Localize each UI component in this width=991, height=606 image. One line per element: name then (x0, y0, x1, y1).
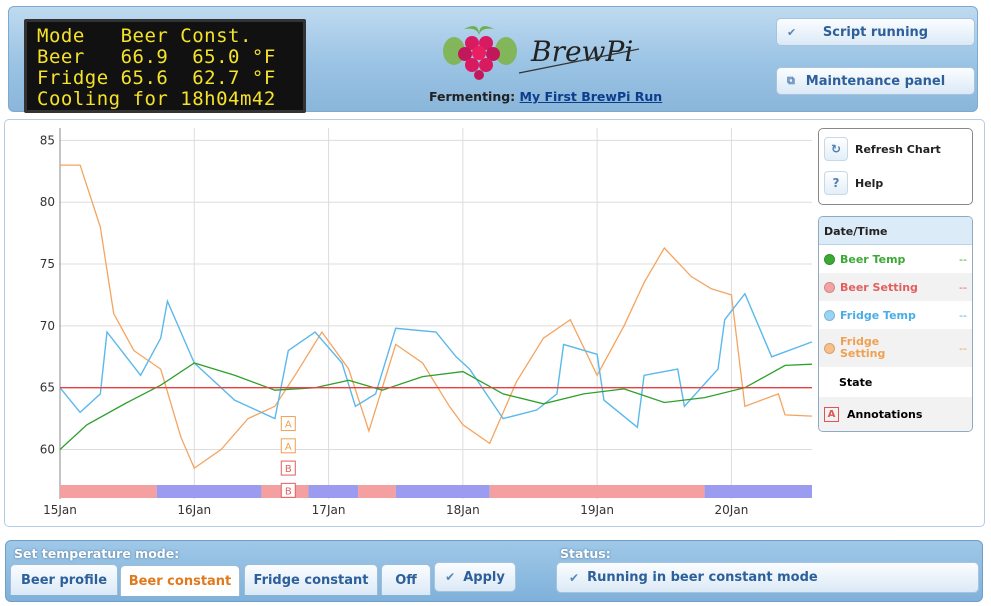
status-label: Status: (560, 546, 611, 561)
control-bar: Set temperature mode: Status: Beer profi… (5, 540, 983, 602)
annotation-marker (280, 438, 296, 454)
mode-label: Set temperature mode: (14, 546, 180, 561)
x-tick-label: 19Jan (580, 503, 614, 517)
annotation-label: B (285, 464, 292, 475)
legend-item-state[interactable]: State (839, 375, 873, 389)
annotation-label: B (285, 486, 292, 497)
script-status-button[interactable]: ✔ Script running (776, 18, 975, 46)
tab-off[interactable]: Off (381, 564, 431, 595)
y-tick-label: 85 (40, 133, 55, 147)
refresh-icon: ↻ (824, 137, 848, 161)
chart-legend: Date/Time Beer Temp -- Beer Setting -- F… (818, 216, 973, 432)
y-tick-label: 80 (40, 195, 55, 209)
lcd-line-4: Cooling for 18h04m42 (37, 88, 276, 110)
status-text: Running in beer constant mode (587, 570, 818, 585)
script-status-label: Script running (822, 24, 929, 40)
refresh-label: Refresh Chart (855, 142, 941, 156)
state-band-segment (395, 485, 490, 498)
legend-item-beer-temp[interactable]: Beer Temp -- (819, 246, 972, 273)
legend-item-fridge-setting[interactable]: Fridge Setting -- (819, 329, 972, 367)
state-band-segment (308, 485, 359, 498)
state-band-segment (156, 485, 262, 498)
x-tick-label: 17Jan (312, 503, 346, 517)
annotation-marker (280, 416, 296, 432)
legend-item-fridge-temp[interactable]: Fridge Temp -- (819, 301, 972, 329)
logo-text: BrewPi (530, 35, 633, 68)
legend-item-beer-setting[interactable]: Beer Setting -- (819, 273, 972, 301)
legend-item-annotations[interactable]: A Annotations (819, 397, 972, 431)
annotation-marker (280, 460, 296, 476)
x-tick-label: 16Jan (177, 503, 211, 517)
x-tick-label: 18Jan (446, 503, 480, 517)
lcd-line-2: Beer 66.9 65.0 °F (37, 46, 276, 68)
legend-datetime: Date/Time (819, 217, 972, 245)
beer-setting-dot-icon (824, 281, 835, 293)
check-icon: ✔ (787, 25, 797, 39)
check-icon: ✔ (445, 570, 456, 584)
lcd-display: Mode Beer Const. Beer 66.9 65.0 °F Fridg… (24, 19, 306, 113)
fermenting-line: Fermenting: My First BrewPi Run (429, 89, 662, 104)
maintenance-label: Maintenance panel (805, 73, 946, 89)
tab-fridge-constant[interactable]: Fridge constant (244, 564, 378, 595)
chart-controls: ↻ Refresh Chart ? Help (818, 128, 973, 205)
x-tick-label: 15Jan (43, 503, 77, 517)
beer-name-link[interactable]: My First BrewPi Run (519, 89, 663, 104)
x-tick-label: 20Jan (715, 503, 749, 517)
annotation-label: A (285, 420, 292, 431)
y-tick-label: 60 (40, 443, 55, 457)
raspberry-icon (443, 26, 517, 80)
annotation-icon: A (824, 406, 839, 422)
beer-temp-dot-icon (824, 254, 835, 265)
fridge-temp-dot-icon (824, 309, 835, 321)
y-tick-label: 70 (40, 319, 55, 333)
status-box: ✔ Running in beer constant mode (556, 562, 979, 593)
series-line-beer-temp (59, 362, 813, 450)
y-tick-label: 75 (40, 257, 55, 271)
state-band-segment (60, 485, 157, 498)
apply-button[interactable]: ✔ Apply (434, 562, 516, 592)
lcd-line-3: Fridge 65.6 62.7 °F (37, 67, 276, 89)
refresh-chart-button[interactable]: ↻ Refresh Chart (824, 137, 941, 161)
help-icon: ? (824, 171, 848, 195)
tab-beer-profile[interactable]: Beer profile (10, 564, 118, 595)
fridge-setting-dot-icon (824, 342, 835, 354)
y-tick-label: 65 (40, 381, 55, 395)
window-icon: ⧉ (787, 74, 795, 87)
fermenting-label: Fermenting: (429, 89, 516, 104)
tab-beer-constant[interactable]: Beer constant (120, 565, 240, 596)
check-icon: ✔ (569, 570, 580, 585)
annotation-marker (280, 482, 296, 498)
brewpi-logo: BrewPi (443, 26, 640, 80)
annotation-label: A (285, 442, 292, 453)
series-line-fridge-temp (59, 292, 813, 429)
header-bar: Mode Beer Const. Beer 66.9 65.0 °F Fridg… (8, 6, 978, 113)
lcd-line-1: Mode Beer Const. (37, 25, 252, 47)
state-band-segment (704, 485, 812, 498)
help-label: Help (855, 176, 884, 190)
series-line-fridge-setting (60, 164, 813, 470)
help-button[interactable]: ? Help (824, 171, 883, 195)
maintenance-panel-button[interactable]: ⧉ Maintenance panel (776, 67, 975, 95)
state-band-segment (489, 485, 705, 498)
state-band-segment (358, 485, 396, 498)
